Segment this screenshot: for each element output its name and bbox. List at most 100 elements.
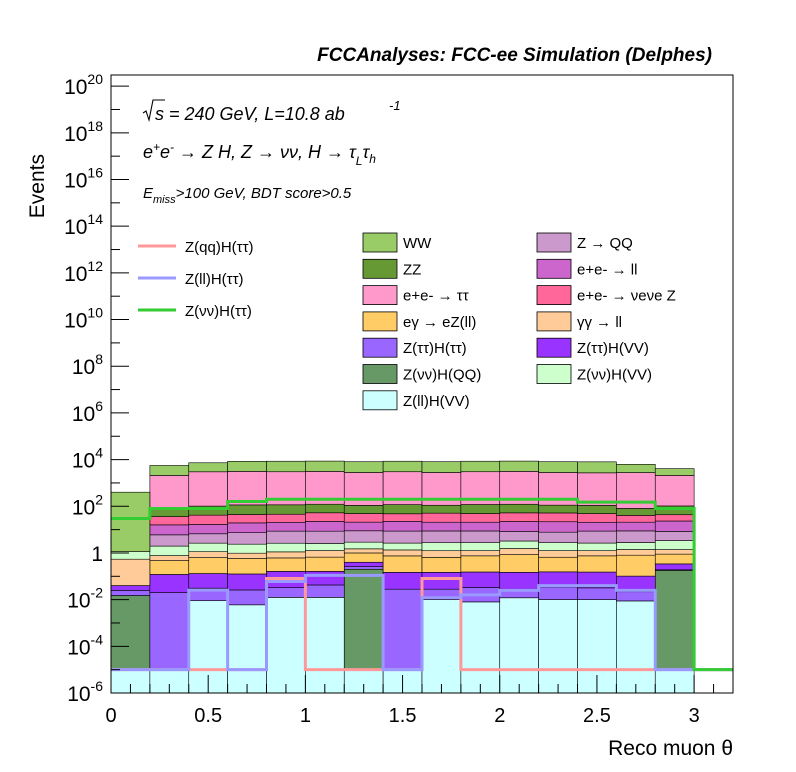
legend-label: Z(ττ)H(VV) xyxy=(577,340,649,357)
bar-7-13 xyxy=(616,530,656,543)
bar-7-2 xyxy=(188,533,228,544)
legend-swatch xyxy=(362,311,398,332)
bar-3-10 xyxy=(499,572,539,590)
bar-5-4 xyxy=(266,551,306,559)
y-axis-label: Events xyxy=(26,154,49,218)
bar-8-6 xyxy=(343,521,384,532)
bar-4-9 xyxy=(460,555,501,573)
y-tick-label: 108 xyxy=(72,351,103,379)
y-axis: 10-6 10-4 10-2 1 102 104 106 108 1010 1012 1014 101… xyxy=(64,71,129,706)
bar-8-5 xyxy=(305,521,345,532)
legend-swatch xyxy=(362,285,398,306)
bar-9-13 xyxy=(616,515,656,523)
bar-6-10 xyxy=(499,540,539,549)
bar-9-5 xyxy=(305,512,345,522)
chart-title: FCCAnalyses: FCC-ee Simulation (Delphes) xyxy=(317,45,712,66)
legend-swatch xyxy=(536,311,572,332)
bar-8-13 xyxy=(616,521,656,532)
bar-2-1 xyxy=(149,592,190,670)
bar-9-7 xyxy=(382,513,423,522)
legend-swatch xyxy=(362,337,398,358)
bar-6-14 xyxy=(654,540,695,550)
bar-10-8 xyxy=(421,504,462,514)
y-tick-label: 10-2 xyxy=(67,585,103,613)
x-tick-label: 1.5 xyxy=(389,705,417,727)
bar-11-1 xyxy=(149,475,190,509)
bar-12-1 xyxy=(149,465,190,476)
legend-swatch xyxy=(536,232,572,253)
bar-12-2 xyxy=(188,462,228,473)
bar-7-9 xyxy=(460,530,501,543)
legend: Z(qq)H(ττ) Z(ll)H(ττ) Z(νν)H(ττ) WW ZZ e+e- →… xyxy=(138,232,676,411)
legend-swatch xyxy=(536,285,572,306)
bar-3-9 xyxy=(460,571,501,588)
bar-6-6 xyxy=(343,541,384,550)
bar-2-5 xyxy=(305,584,345,598)
legend-label: Z(ll)H(VV) xyxy=(403,393,470,410)
bar-8-2 xyxy=(188,524,228,535)
legend-label: Z(ll)H(ττ) xyxy=(185,271,244,288)
bar-10-4 xyxy=(266,504,306,515)
bar-2-6 xyxy=(343,566,384,570)
bar-7-8 xyxy=(421,530,462,544)
bar-0-3 xyxy=(227,604,267,694)
bar-10-5 xyxy=(305,503,345,514)
bar-9-3 xyxy=(227,514,267,524)
y-tick-label: 1 xyxy=(91,543,103,566)
svg-text:-1: -1 xyxy=(389,98,401,113)
annotation-energy: s = 240 GeV, L=10.8 ab -1 xyxy=(142,98,401,124)
bar-8-10 xyxy=(499,521,539,532)
signal-lines xyxy=(111,497,733,672)
y-tick-label: 10-4 xyxy=(67,631,103,659)
bar-5-14 xyxy=(654,549,695,555)
bar-2-4 xyxy=(266,587,306,598)
bar-4-6 xyxy=(343,552,384,563)
bar-7-12 xyxy=(577,530,617,544)
bar-10-12 xyxy=(577,505,617,514)
bar-2-11 xyxy=(538,586,578,600)
bar-5-2 xyxy=(188,551,228,558)
x-axis: 0 0.5 1 1.5 2 2.5 3 xyxy=(105,675,734,727)
bar-5-6 xyxy=(343,548,384,554)
bar-7-7 xyxy=(382,530,423,544)
bar-0-10 xyxy=(499,597,539,694)
bar-11-3 xyxy=(227,471,267,506)
bar-8-1 xyxy=(149,524,190,536)
bar-0-4 xyxy=(266,597,306,694)
bar-12-7 xyxy=(382,460,423,473)
bar-7-1 xyxy=(149,534,190,547)
bar-4-2 xyxy=(188,557,228,574)
bar-5-10 xyxy=(499,548,539,555)
x-axis-label: Reco muon θ xyxy=(608,737,733,760)
bar-5-0 xyxy=(110,558,151,586)
bar-7-6 xyxy=(343,530,384,543)
bar-10-3 xyxy=(227,504,267,515)
bar-6-11 xyxy=(538,542,578,551)
bar-5-12 xyxy=(577,550,617,557)
bar-6-12 xyxy=(577,542,617,551)
legend-label: γγ → ll xyxy=(577,314,622,331)
y-tick-label: 1016 xyxy=(64,165,103,193)
bar-5-7 xyxy=(382,549,423,557)
legend-label: WW xyxy=(403,235,432,252)
legend-label: Z(νν)H(VV) xyxy=(577,367,652,384)
bar-5-5 xyxy=(305,550,345,558)
bar-0-5 xyxy=(305,597,345,694)
bar-5-13 xyxy=(616,549,656,556)
bar-3-0 xyxy=(110,585,151,591)
svg-text:e+e- → Z H, Z → νν, H → τLτh: e+e- → Z H, Z → νν, H → τLτh xyxy=(143,140,376,168)
bar-2-13 xyxy=(616,591,656,602)
bar-4-10 xyxy=(499,554,539,573)
bar-9-11 xyxy=(538,512,578,523)
bar-6-2 xyxy=(188,542,228,553)
legend-swatch xyxy=(536,364,572,384)
y-tick-label: 1018 xyxy=(64,118,103,146)
bar-11-2 xyxy=(188,471,228,507)
bar-12-4 xyxy=(266,460,306,473)
bar-4-12 xyxy=(577,555,617,573)
bar-10-7 xyxy=(382,504,423,515)
bar-8-14 xyxy=(654,520,695,532)
bar-12-6 xyxy=(343,461,384,473)
legend-label: e+e- → νeνe Z xyxy=(577,288,676,305)
legend-label: eγ → eZ(ll) xyxy=(403,314,476,331)
